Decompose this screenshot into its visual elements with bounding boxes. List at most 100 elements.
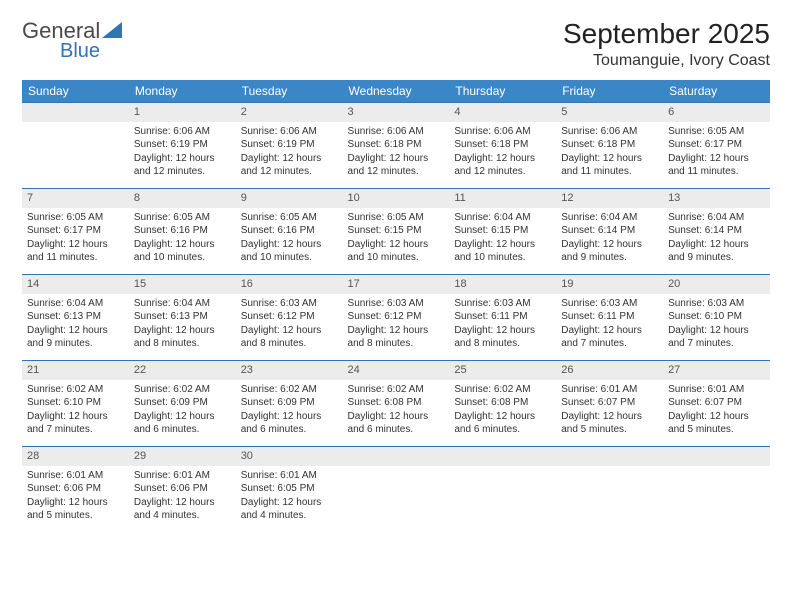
calendar-cell: 11Sunrise: 6:04 AMSunset: 6:15 PMDayligh… (449, 189, 556, 275)
day-header: Tuesday (236, 80, 343, 103)
calendar-cell (343, 447, 450, 533)
calendar-week: 7Sunrise: 6:05 AMSunset: 6:17 PMDaylight… (22, 189, 770, 275)
calendar-cell: 29Sunrise: 6:01 AMSunset: 6:06 PMDayligh… (129, 447, 236, 533)
calendar-cell: 13Sunrise: 6:04 AMSunset: 6:14 PMDayligh… (663, 189, 770, 275)
calendar-cell: 28Sunrise: 6:01 AMSunset: 6:06 PMDayligh… (22, 447, 129, 533)
calendar-cell: 18Sunrise: 6:03 AMSunset: 6:11 PMDayligh… (449, 275, 556, 361)
calendar-cell: 15Sunrise: 6:04 AMSunset: 6:13 PMDayligh… (129, 275, 236, 361)
day-body: Sunrise: 6:01 AMSunset: 6:06 PMDaylight:… (22, 466, 129, 528)
day-body: Sunrise: 6:02 AMSunset: 6:09 PMDaylight:… (236, 380, 343, 442)
day-number: 9 (236, 189, 343, 208)
day-body: Sunrise: 6:01 AMSunset: 6:05 PMDaylight:… (236, 466, 343, 528)
day-body: Sunrise: 6:03 AMSunset: 6:11 PMDaylight:… (556, 294, 663, 356)
calendar-cell: 17Sunrise: 6:03 AMSunset: 6:12 PMDayligh… (343, 275, 450, 361)
day-body: Sunrise: 6:04 AMSunset: 6:13 PMDaylight:… (22, 294, 129, 356)
calendar-cell: 2Sunrise: 6:06 AMSunset: 6:19 PMDaylight… (236, 103, 343, 189)
title-block: September 2025 Toumanguie, Ivory Coast (563, 18, 770, 70)
day-body: Sunrise: 6:03 AMSunset: 6:12 PMDaylight:… (236, 294, 343, 356)
day-body: Sunrise: 6:04 AMSunset: 6:14 PMDaylight:… (663, 208, 770, 270)
logo-triangle-icon (102, 18, 122, 44)
day-number: 2 (236, 103, 343, 122)
day-body: Sunrise: 6:06 AMSunset: 6:19 PMDaylight:… (236, 122, 343, 184)
day-number: 30 (236, 447, 343, 466)
location: Toumanguie, Ivory Coast (563, 52, 770, 70)
calendar-week: 1Sunrise: 6:06 AMSunset: 6:19 PMDaylight… (22, 103, 770, 189)
day-body: Sunrise: 6:01 AMSunset: 6:07 PMDaylight:… (663, 380, 770, 442)
calendar-cell: 7Sunrise: 6:05 AMSunset: 6:17 PMDaylight… (22, 189, 129, 275)
day-number: 25 (449, 361, 556, 380)
calendar-cell: 21Sunrise: 6:02 AMSunset: 6:10 PMDayligh… (22, 361, 129, 447)
day-body: Sunrise: 6:04 AMSunset: 6:15 PMDaylight:… (449, 208, 556, 270)
day-number: 15 (129, 275, 236, 294)
day-body: Sunrise: 6:06 AMSunset: 6:18 PMDaylight:… (556, 122, 663, 184)
day-body: Sunrise: 6:03 AMSunset: 6:10 PMDaylight:… (663, 294, 770, 356)
day-header: Monday (129, 80, 236, 103)
calendar-cell: 8Sunrise: 6:05 AMSunset: 6:16 PMDaylight… (129, 189, 236, 275)
calendar-cell: 5Sunrise: 6:06 AMSunset: 6:18 PMDaylight… (556, 103, 663, 189)
day-number: 27 (663, 361, 770, 380)
day-number: 12 (556, 189, 663, 208)
day-body: Sunrise: 6:06 AMSunset: 6:18 PMDaylight:… (449, 122, 556, 184)
day-body: Sunrise: 6:05 AMSunset: 6:15 PMDaylight:… (343, 208, 450, 270)
calendar-week: 14Sunrise: 6:04 AMSunset: 6:13 PMDayligh… (22, 275, 770, 361)
calendar-cell: 26Sunrise: 6:01 AMSunset: 6:07 PMDayligh… (556, 361, 663, 447)
calendar-week: 21Sunrise: 6:02 AMSunset: 6:10 PMDayligh… (22, 361, 770, 447)
day-body: Sunrise: 6:02 AMSunset: 6:09 PMDaylight:… (129, 380, 236, 442)
day-number: 11 (449, 189, 556, 208)
day-number: 1 (129, 103, 236, 122)
day-body: Sunrise: 6:02 AMSunset: 6:08 PMDaylight:… (449, 380, 556, 442)
day-number: 7 (22, 189, 129, 208)
day-body: Sunrise: 6:02 AMSunset: 6:10 PMDaylight:… (22, 380, 129, 442)
calendar-cell (556, 447, 663, 533)
day-body: Sunrise: 6:04 AMSunset: 6:14 PMDaylight:… (556, 208, 663, 270)
calendar-cell: 22Sunrise: 6:02 AMSunset: 6:09 PMDayligh… (129, 361, 236, 447)
calendar-cell: 25Sunrise: 6:02 AMSunset: 6:08 PMDayligh… (449, 361, 556, 447)
day-number: 19 (556, 275, 663, 294)
day-number: 29 (129, 447, 236, 466)
header: General Blue September 2025 Toumanguie, … (22, 18, 770, 70)
calendar-cell: 4Sunrise: 6:06 AMSunset: 6:18 PMDaylight… (449, 103, 556, 189)
calendar-cell: 23Sunrise: 6:02 AMSunset: 6:09 PMDayligh… (236, 361, 343, 447)
day-number: 28 (22, 447, 129, 466)
day-number: 4 (449, 103, 556, 122)
day-number: 6 (663, 103, 770, 122)
day-number: 22 (129, 361, 236, 380)
day-number: 26 (556, 361, 663, 380)
calendar-cell (663, 447, 770, 533)
day-body: Sunrise: 6:02 AMSunset: 6:08 PMDaylight:… (343, 380, 450, 442)
day-number: 17 (343, 275, 450, 294)
month-title: September 2025 (563, 18, 770, 50)
day-body: Sunrise: 6:06 AMSunset: 6:19 PMDaylight:… (129, 122, 236, 184)
calendar-head: SundayMondayTuesdayWednesdayThursdayFrid… (22, 80, 770, 103)
calendar-cell: 30Sunrise: 6:01 AMSunset: 6:05 PMDayligh… (236, 447, 343, 533)
day-number: 18 (449, 275, 556, 294)
calendar-cell: 12Sunrise: 6:04 AMSunset: 6:14 PMDayligh… (556, 189, 663, 275)
day-header: Thursday (449, 80, 556, 103)
day-body: Sunrise: 6:05 AMSunset: 6:16 PMDaylight:… (129, 208, 236, 270)
calendar-cell: 9Sunrise: 6:05 AMSunset: 6:16 PMDaylight… (236, 189, 343, 275)
day-number: 14 (22, 275, 129, 294)
calendar-cell: 27Sunrise: 6:01 AMSunset: 6:07 PMDayligh… (663, 361, 770, 447)
day-body: Sunrise: 6:01 AMSunset: 6:07 PMDaylight:… (556, 380, 663, 442)
day-number: 8 (129, 189, 236, 208)
day-number: 24 (343, 361, 450, 380)
day-body: Sunrise: 6:05 AMSunset: 6:17 PMDaylight:… (663, 122, 770, 184)
day-header: Wednesday (343, 80, 450, 103)
calendar-cell: 16Sunrise: 6:03 AMSunset: 6:12 PMDayligh… (236, 275, 343, 361)
calendar-body: 1Sunrise: 6:06 AMSunset: 6:19 PMDaylight… (22, 103, 770, 533)
calendar-cell: 24Sunrise: 6:02 AMSunset: 6:08 PMDayligh… (343, 361, 450, 447)
calendar-cell: 20Sunrise: 6:03 AMSunset: 6:10 PMDayligh… (663, 275, 770, 361)
calendar-table: SundayMondayTuesdayWednesdayThursdayFrid… (22, 80, 770, 533)
day-body: Sunrise: 6:05 AMSunset: 6:17 PMDaylight:… (22, 208, 129, 270)
day-number: 20 (663, 275, 770, 294)
calendar-cell: 3Sunrise: 6:06 AMSunset: 6:18 PMDaylight… (343, 103, 450, 189)
calendar-cell (22, 103, 129, 189)
day-header: Friday (556, 80, 663, 103)
day-number: 10 (343, 189, 450, 208)
day-header: Saturday (663, 80, 770, 103)
day-number: 21 (22, 361, 129, 380)
calendar-cell: 1Sunrise: 6:06 AMSunset: 6:19 PMDaylight… (129, 103, 236, 189)
day-number: 3 (343, 103, 450, 122)
calendar-cell: 14Sunrise: 6:04 AMSunset: 6:13 PMDayligh… (22, 275, 129, 361)
logo-block: General Blue (22, 18, 122, 63)
